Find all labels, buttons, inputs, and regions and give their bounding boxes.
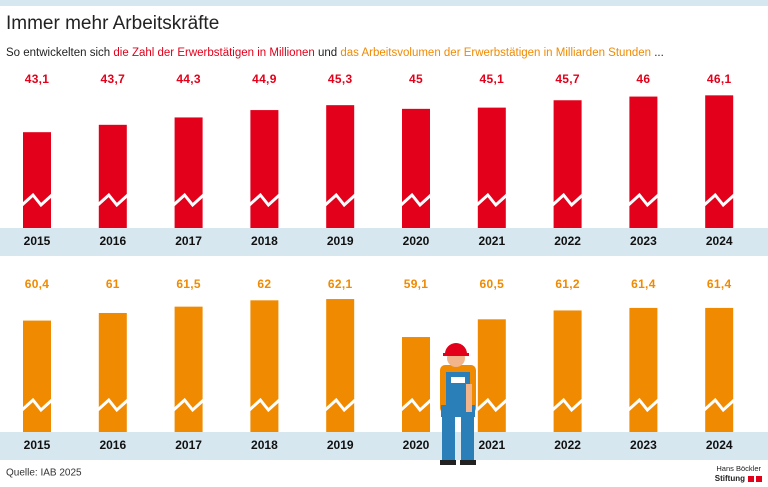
- axis-break: [324, 397, 357, 413]
- bar: [174, 306, 203, 432]
- axis-break: [399, 192, 433, 208]
- x-tick-label: 2019: [327, 234, 354, 248]
- bar: [553, 310, 582, 432]
- bar: [629, 307, 658, 432]
- x-tick-label: 2024: [706, 234, 733, 248]
- x-tick-label: 2019: [327, 438, 354, 452]
- bar: [23, 320, 51, 432]
- value-label: 60,4: [25, 277, 50, 291]
- bar: [250, 110, 279, 228]
- worker-illustration: [440, 343, 476, 465]
- axis-break: [172, 397, 205, 413]
- axis-break: [399, 397, 433, 413]
- axis-break: [96, 397, 129, 413]
- axis-break: [248, 397, 281, 413]
- subtitle-part: ...: [654, 47, 664, 59]
- title: Immer mehr Arbeitskräfte: [6, 13, 219, 34]
- x-tick-label: 2015: [24, 438, 51, 452]
- x-tick-label: 2022: [554, 438, 581, 452]
- logo-text: Hans Böckler: [716, 464, 761, 473]
- value-label: 45,7: [555, 72, 580, 86]
- subtitle-part: So entwickelten sich: [6, 47, 110, 59]
- top-strip: [0, 0, 768, 6]
- x-tick-label: 2020: [403, 234, 430, 248]
- value-label: 59,1: [404, 277, 429, 291]
- axis-break: [475, 192, 508, 208]
- axis-break: [20, 192, 54, 208]
- subtitle-part: die Zahl der Erwerbstätigen in Millionen: [113, 47, 314, 59]
- logo-square: [748, 476, 754, 482]
- axis-break: [172, 192, 205, 208]
- value-label: 46,1: [707, 72, 732, 86]
- value-label: 60,5: [480, 277, 505, 291]
- value-label: 61,2: [555, 277, 580, 291]
- value-label: 62,1: [328, 277, 353, 291]
- x-tick-label: 2020: [403, 438, 430, 452]
- year-band: [0, 432, 768, 460]
- x-tick-label: 2016: [99, 438, 126, 452]
- subtitle: So entwickelten sich die Zahl der Erwerb…: [6, 47, 664, 59]
- bar: [250, 300, 279, 432]
- value-label: 61,4: [631, 277, 656, 291]
- bar: [629, 96, 658, 229]
- value-label: 44,9: [252, 72, 277, 86]
- x-tick-label: 2018: [251, 438, 278, 452]
- x-tick-label: 2015: [24, 234, 51, 248]
- value-label: 43,7: [101, 72, 126, 86]
- bar: [553, 100, 582, 228]
- value-label: 44,3: [176, 72, 201, 86]
- value-label: 61,4: [707, 277, 732, 291]
- axis-break: [703, 192, 736, 208]
- source: Quelle: IAB 2025: [6, 468, 82, 479]
- logo-text: Stiftung: [715, 474, 745, 483]
- x-tick-label: 2024: [706, 438, 733, 452]
- bar: [402, 337, 430, 432]
- logo-square: [756, 476, 762, 482]
- x-tick-label: 2016: [99, 234, 126, 248]
- x-tick-label: 2018: [251, 234, 278, 248]
- bar: [326, 105, 355, 228]
- bar: [98, 312, 127, 432]
- axis-break: [324, 192, 357, 208]
- bar: [23, 132, 51, 228]
- value-label: 45,3: [328, 72, 353, 86]
- bar: [705, 307, 734, 432]
- x-tick-label: 2022: [554, 234, 581, 248]
- x-tick-label: 2021: [478, 234, 505, 248]
- value-label: 62: [257, 277, 271, 291]
- value-label: 45,1: [480, 72, 505, 86]
- bar: [477, 319, 506, 432]
- value-label: 45: [409, 72, 423, 86]
- axis-break: [627, 397, 660, 413]
- axis-break: [703, 397, 736, 413]
- subtitle-part: und: [318, 47, 337, 59]
- axis-break: [248, 192, 281, 208]
- bar: [402, 108, 430, 228]
- axis-break: [475, 397, 508, 413]
- value-label: 61,5: [176, 277, 201, 291]
- bar: [705, 95, 734, 228]
- bar: [477, 107, 506, 228]
- subtitle-part: das Arbeitsvolumen der Erwerbstätigen in…: [340, 47, 651, 59]
- x-tick-label: 2017: [175, 234, 202, 248]
- charts: 43,1 2015 43,7 2016 44,3 2017 44,9 2018 45,3 2019…: [20, 72, 736, 452]
- axis-break: [96, 192, 129, 208]
- axis-break: [551, 192, 584, 208]
- value-label: 46: [636, 72, 650, 86]
- value-label: 43,1: [25, 72, 50, 86]
- value-label: 61: [106, 277, 120, 291]
- bar: [174, 117, 203, 228]
- bar: [326, 299, 355, 432]
- x-tick-label: 2023: [630, 438, 657, 452]
- bar: [98, 124, 127, 228]
- x-tick-label: 2023: [630, 234, 657, 248]
- axis-break: [20, 397, 54, 413]
- x-tick-label: 2017: [175, 438, 202, 452]
- x-tick-label: 2021: [478, 438, 505, 452]
- axis-break: [551, 397, 584, 413]
- axis-break: [627, 192, 660, 208]
- year-band: [0, 228, 768, 256]
